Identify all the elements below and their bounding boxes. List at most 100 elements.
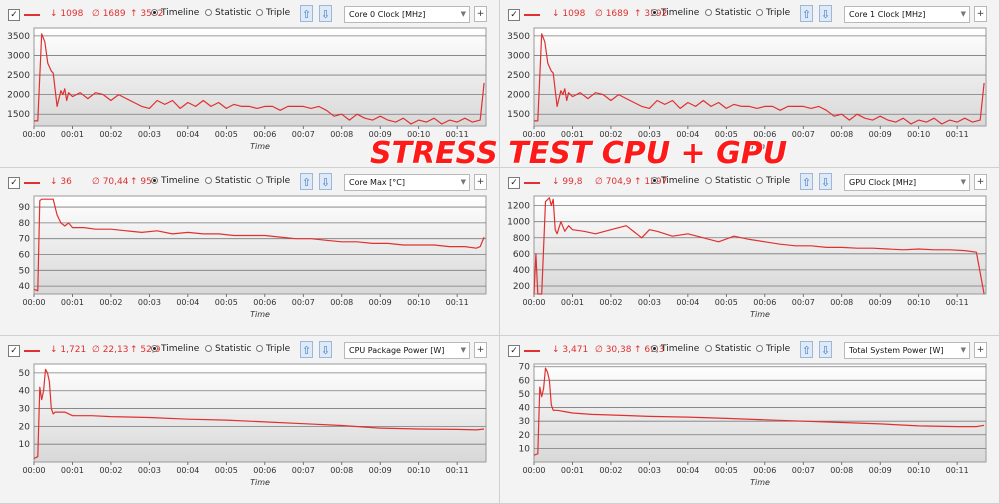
mode-radio-triple[interactable]: Triple [256,8,290,18]
sensor-select[interactable]: CPU Package Power [W] ▼ [344,342,470,359]
mode-radio-statistic[interactable]: Statistic [205,344,251,354]
mode-radio-timeline[interactable]: Timeline [151,344,199,354]
radio-icon [256,345,263,352]
sensor-select[interactable]: GPU Clock [MHz] ▼ [844,174,970,191]
move-down-button[interactable]: ⇩ [319,173,332,190]
y-tick-label: 50 [19,266,31,276]
mode-radio-statistic[interactable]: Statistic [705,344,751,354]
add-graph-button[interactable]: + [474,6,487,22]
mode-radio-triple[interactable]: Triple [756,344,790,354]
mode-radio-timeline[interactable]: Timeline [651,176,699,186]
y-tick-label: 10 [19,440,31,450]
x-axis-title: Time [750,310,770,319]
enable-checkbox[interactable]: ✓ [508,177,520,189]
mode-radio-triple[interactable]: Triple [756,176,790,186]
mode-radio-timeline[interactable]: Timeline [151,8,199,18]
mode-radio-statistic[interactable]: Statistic [205,8,251,18]
enable-checkbox[interactable]: ✓ [8,9,20,21]
x-tick-label: 00:11 [946,466,969,475]
x-tick-label: 00:09 [869,298,892,307]
y-tick-label: 30 [519,417,531,427]
x-tick-label: 00:09 [869,130,892,139]
add-graph-button[interactable]: + [474,342,487,358]
move-down-button[interactable]: ⇩ [819,173,832,190]
chart-core-max-temp: 40 50 60 70 80 90 00:00 00:01 00:02 00:03 00:04 00:… [19,195,487,319]
add-graph-button[interactable]: + [974,6,987,22]
enable-checkbox[interactable]: ✓ [8,345,20,357]
min-value: ↓ 99,8 [552,177,583,187]
mode-label: Timeline [661,344,700,354]
series-color-swatch[interactable] [524,350,540,352]
series-color-swatch[interactable] [24,350,40,352]
sensor-select[interactable]: Total System Power [W] ▼ [844,342,970,359]
radio-icon [151,9,158,16]
x-tick-label: 00:11 [446,130,469,139]
sensor-select[interactable]: Core 1 Clock [MHz] ▼ [844,6,970,23]
move-up-button[interactable]: ⇧ [800,5,813,22]
mode-radio-statistic[interactable]: Statistic [705,176,751,186]
series-color-swatch[interactable] [524,182,540,184]
series-color-swatch[interactable] [24,182,40,184]
mode-radio-timeline[interactable]: Timeline [651,8,699,18]
radio-icon [705,177,712,184]
mode-radio-timeline[interactable]: Timeline [151,176,199,186]
x-tick-label: 00:08 [330,130,353,139]
radio-icon [151,177,158,184]
mode-radio-triple[interactable]: Triple [756,8,790,18]
chart-core0-clock: 1500 2000 2500 3000 3500 00:00 00:01 00:02 00:03… [7,27,487,151]
avg-value: ∅ 704,9 [595,177,632,187]
max-value: ↑ 69,3 [634,345,665,355]
x-tick-label: 00:01 [561,298,584,307]
y-tick-label: 800 [513,234,530,244]
x-tick-label: 00:04 [676,130,699,139]
x-tick-label: 00:10 [407,130,430,139]
move-up-button[interactable]: ⇧ [800,173,813,190]
add-graph-button[interactable]: + [474,174,487,190]
enable-checkbox[interactable]: ✓ [8,177,20,189]
y-tick-label: 70 [519,363,531,373]
move-down-button[interactable]: ⇩ [819,341,832,358]
y-tick-label: 50 [19,369,31,379]
sensor-select-value: Total System Power [W] [849,346,944,355]
add-graph-button[interactable]: + [974,342,987,358]
plot-area [33,27,487,127]
x-tick-label: 00:06 [753,298,776,307]
graph-panel-cpu-package-power: ✓ ↓ 1,721 ∅ 22,13 ↑ 52,9 Timeline Statistic Tr… [0,336,500,504]
move-up-button[interactable]: ⇧ [300,173,313,190]
series-color-swatch[interactable] [24,14,40,16]
move-down-button[interactable]: ⇩ [319,341,332,358]
y-tick-label: 400 [513,266,530,276]
sensor-select[interactable]: Core Max [°C] ▼ [344,174,470,191]
x-tick-label: 00:03 [138,466,161,475]
move-down-button[interactable]: ⇩ [319,5,332,22]
sensor-select[interactable]: Core 0 Clock [MHz] ▼ [344,6,470,23]
mode-radio-timeline[interactable]: Timeline [651,344,699,354]
add-graph-button[interactable]: + [974,174,987,190]
x-tick-label: 00:01 [61,130,84,139]
x-tick-label: 00:08 [330,298,353,307]
x-tick-label: 00:11 [446,298,469,307]
x-tick-label: 00:05 [215,298,238,307]
mode-radio-triple[interactable]: Triple [256,344,290,354]
x-tick-label: 00:10 [907,298,930,307]
move-up-button[interactable]: ⇧ [800,341,813,358]
chevron-down-icon: ▼ [960,10,966,18]
enable-checkbox[interactable]: ✓ [508,345,520,357]
min-value: ↓ 36 [50,177,72,187]
move-up-button[interactable]: ⇧ [300,341,313,358]
x-tick-label: 00:10 [907,466,930,475]
mode-radio-triple[interactable]: Triple [256,176,290,186]
enable-checkbox[interactable]: ✓ [508,9,520,21]
y-tick-label: 50 [519,390,531,400]
chevron-down-icon: ▼ [460,178,466,186]
move-down-button[interactable]: ⇩ [819,5,832,22]
x-tick-label: 00:00 [22,466,45,475]
move-up-button[interactable]: ⇧ [300,5,313,22]
y-tick-label: 2500 [507,71,530,81]
series-color-swatch[interactable] [524,14,540,16]
x-axis-title: Time [750,478,770,487]
mode-radio-statistic[interactable]: Statistic [205,176,251,186]
x-tick-label: 00:08 [830,130,853,139]
x-tick-label: 00:07 [792,130,815,139]
mode-radio-statistic[interactable]: Statistic [705,8,751,18]
